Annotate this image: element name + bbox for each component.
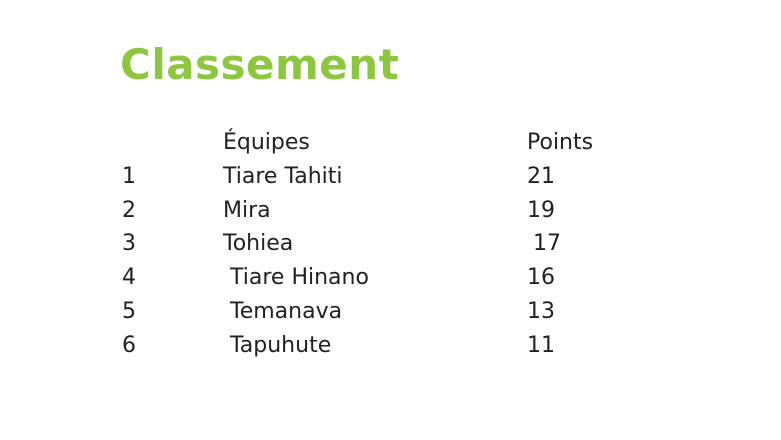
rank: 2 [122,198,136,223]
points: 16 [527,265,555,290]
points: 21 [527,164,555,189]
table-row: 4 Tiare Hinano 16 [0,261,781,295]
team-name: Temanava [230,299,343,324]
points: 13 [527,299,555,324]
rank: 5 [122,299,136,324]
table-row: 1 Tiare Tahiti 21 [0,160,781,194]
team-name: Tiare Hinano [230,265,369,290]
team-name: Tohiea [223,231,294,256]
table-row: 6 Tapuhute 11 [0,329,781,363]
team-name: Mira [223,198,271,223]
header-team: Équipes [223,130,310,155]
points: 19 [527,198,555,223]
points: 17 [533,231,561,256]
rank: 1 [122,164,136,189]
team-name: Tapuhute [230,333,332,358]
team-name: Tiare Tahiti [223,164,343,189]
rank: 4 [122,265,136,290]
table-row: 3 Tohiea 17 [0,227,781,261]
points: 11 [527,333,555,358]
page-title: Classement [120,40,400,89]
table-row: 2 Mira 19 [0,194,781,228]
header-points: Points [527,130,594,155]
rank: 6 [122,333,136,358]
rank: 3 [122,231,136,256]
table-header: Équipes Points [0,126,781,160]
table-row: 5 Temanava 13 [0,295,781,329]
